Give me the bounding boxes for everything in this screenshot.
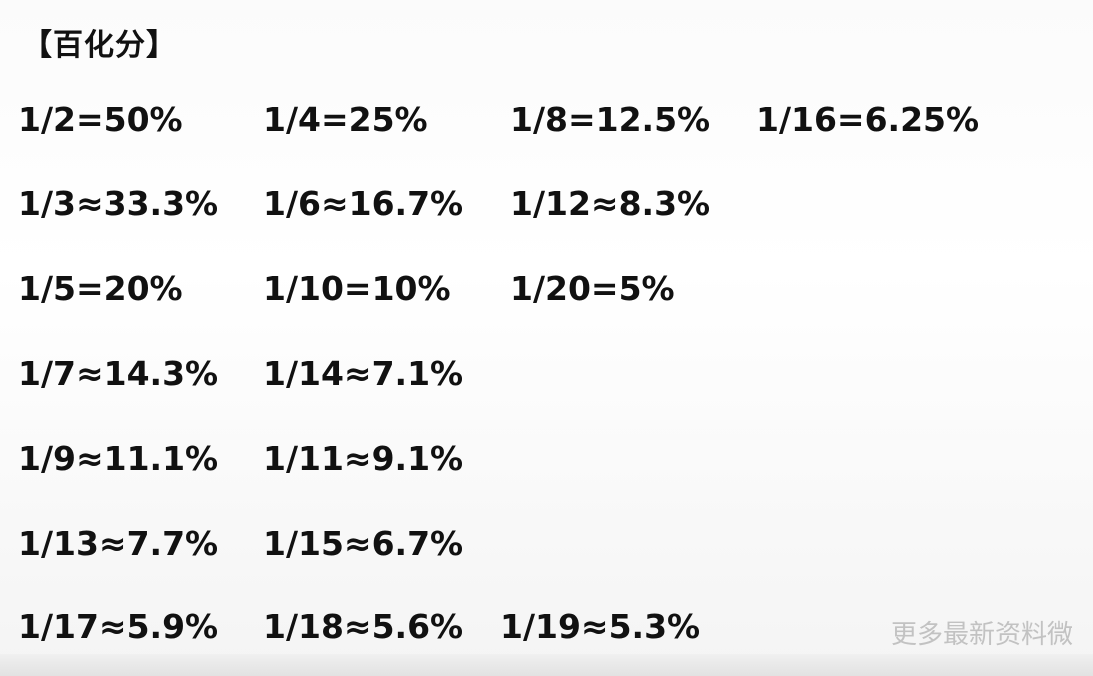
bottom-band (0, 654, 1093, 676)
table-cell: 1/14≈7.1% (263, 354, 464, 393)
table-cell: 1/5=20% (18, 269, 183, 308)
table-cell: 1/12≈8.3% (510, 184, 711, 223)
table-cell: 1/13≈7.7% (18, 524, 219, 563)
table-cell: 1/4=25% (263, 100, 428, 139)
table-cell: 1/17≈5.9% (18, 607, 219, 646)
table-cell: 1/7≈14.3% (18, 354, 219, 393)
table-cell: 1/16=6.25% (756, 100, 980, 139)
table-cell: 1/19≈5.3% (500, 607, 701, 646)
page-title: 【百化分】 (22, 28, 177, 63)
table-cell: 1/18≈5.6% (263, 607, 464, 646)
table-cell: 1/10=10% (263, 269, 451, 308)
table-row: 1/17≈5.9% 1/18≈5.6% 1/19≈5.3% (18, 605, 1018, 649)
table-cell: 1/15≈6.7% (263, 524, 464, 563)
table-cell: 1/8=12.5% (510, 100, 711, 139)
watermark-text: 更多最新资料微 (891, 620, 1074, 650)
table-cell: 1/2=50% (18, 100, 183, 139)
table-row: 1/3≈33.3% 1/6≈16.7% 1/12≈8.3% (18, 182, 1018, 226)
table-row: 1/5=20% 1/10=10% 1/20=5% (18, 267, 1018, 311)
table-row: 1/9≈11.1% 1/11≈9.1% (18, 437, 1018, 481)
table-row: 1/13≈7.7% 1/15≈6.7% (18, 522, 1018, 566)
table-cell: 1/3≈33.3% (18, 184, 219, 223)
table-row: 1/2=50% 1/4=25% 1/8=12.5% 1/16=6.25% (18, 98, 1018, 142)
table-cell: 1/9≈11.1% (18, 439, 219, 478)
table-cell: 1/11≈9.1% (263, 439, 464, 478)
table-row: 1/7≈14.3% 1/14≈7.1% (18, 352, 1018, 396)
table-cell: 1/6≈16.7% (263, 184, 464, 223)
table-cell: 1/20=5% (510, 269, 675, 308)
